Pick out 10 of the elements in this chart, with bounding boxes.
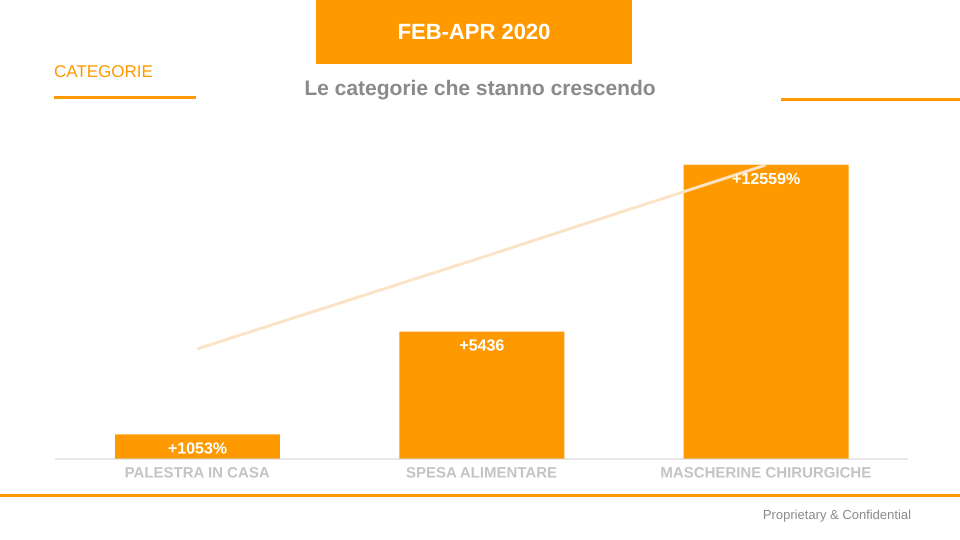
- data-label: +5436: [459, 338, 504, 355]
- x-tick-label: PALESTRA IN CASA: [124, 464, 270, 482]
- chart-title: FEB-APR 2020: [316, 0, 632, 64]
- data-label: +1053%: [168, 440, 228, 458]
- text: CATEGORIE: [54, 62, 196, 99]
- x-tick-label: MASCHERINE CHIRURGICHE: [660, 464, 872, 482]
- x-tick-label: SPESA ALIMENTARE: [406, 464, 558, 482]
- text: Proprietary & Confidential: [762, 507, 911, 522]
- chart-subtitle: Le categorie che stanno crescendo: [304, 77, 656, 100]
- data-label: +12559%: [732, 170, 800, 188]
